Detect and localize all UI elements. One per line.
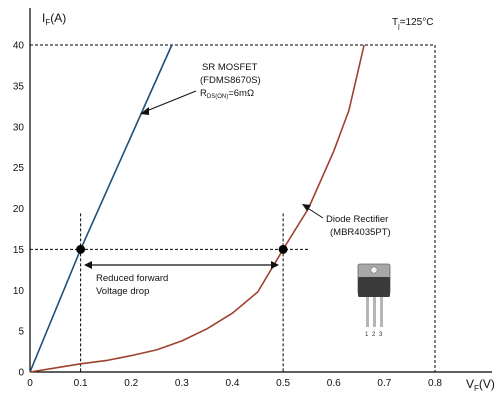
annotation-reduced-line1: Reduced forward (96, 273, 168, 284)
x-tick-label: 0 (27, 378, 33, 389)
reduced-drop-arrowhead-left (84, 261, 92, 269)
axes (29, 8, 492, 373)
y-tick-label: 5 (18, 327, 24, 338)
annotation-mosfet-arrowhead (140, 107, 149, 115)
x-tick-label: 0.3 (175, 378, 189, 389)
y-tick-label: 20 (13, 204, 25, 215)
x-tick-label: 0.1 (74, 378, 88, 389)
package-pin-label: 2 (372, 332, 376, 338)
reduced-drop-arrowhead-right (271, 261, 279, 269)
x-tick-label: 0.2 (124, 378, 138, 389)
y-tick-label: 35 (13, 81, 25, 92)
operating-point-marker (76, 244, 86, 254)
package-pin (380, 297, 383, 327)
y-tick-label: 30 (13, 122, 25, 133)
markers (76, 244, 288, 254)
x-tick-label: 0.7 (377, 378, 391, 389)
annotation-diode-arrowhead (302, 204, 311, 211)
temperature-condition: Tj=125°C (392, 17, 433, 30)
x-tick-label: 0.6 (327, 378, 341, 389)
x-tick-label: 0.4 (226, 378, 240, 389)
y-tick-label: 25 (13, 163, 25, 174)
annotation-mosfet: SR MOSFET (FDMS8670S) RDS(ON)=6mΩ (140, 62, 261, 115)
operating-point-marker (278, 244, 288, 254)
annotation-diode: Diode Rectifier (MBR4035PT) (302, 204, 391, 238)
y-tick-label: 15 (13, 245, 25, 256)
annotation-diode-line1: Diode Rectifier (326, 214, 388, 225)
x-tick-label: 0.8 (428, 378, 442, 389)
series-lines (29, 44, 365, 373)
package-to247-picture: 1 2 3 (357, 263, 391, 338)
x-tick-label: 0.5 (276, 378, 290, 389)
package-pin-label: 1 (365, 332, 369, 338)
package-body (358, 277, 390, 297)
package-mount-hole (370, 266, 378, 274)
annotation-mosfet-arrow (143, 90, 197, 113)
y-tick-label: 0 (18, 368, 24, 379)
package-pin (366, 297, 369, 327)
annotation-mosfet-line1: SR MOSFET (202, 62, 258, 73)
series-line-sr-mosfet (29, 44, 173, 373)
tick-labels: 0 0.1 0.2 0.3 0.4 0.5 0.6 0.7 0.8 0 5 10 15 20 25 30 35 4… (13, 41, 443, 390)
y-tick-label: 40 (13, 41, 25, 52)
package-pin-label: 3 (379, 332, 383, 338)
y-tick-label: 10 (13, 286, 25, 297)
x-axis-label: VF(V) (466, 377, 495, 393)
y-axis-label: IF(A) (42, 11, 66, 27)
annotation-reduced-drop: Reduced forward Voltage drop (84, 261, 279, 297)
series-line-diode-rectifier (29, 44, 365, 373)
package-pin (373, 297, 376, 327)
guide-lines (30, 213, 309, 372)
annotation-diode-arrow (305, 206, 324, 219)
annotation-diode-line2: (MBR4035PT) (330, 227, 391, 238)
annotation-mosfet-line2: (FDMS8670S) (200, 75, 261, 86)
annotation-reduced-line2: Voltage drop (96, 286, 149, 297)
annotation-mosfet-line3: RDS(ON)=6mΩ (200, 88, 254, 100)
